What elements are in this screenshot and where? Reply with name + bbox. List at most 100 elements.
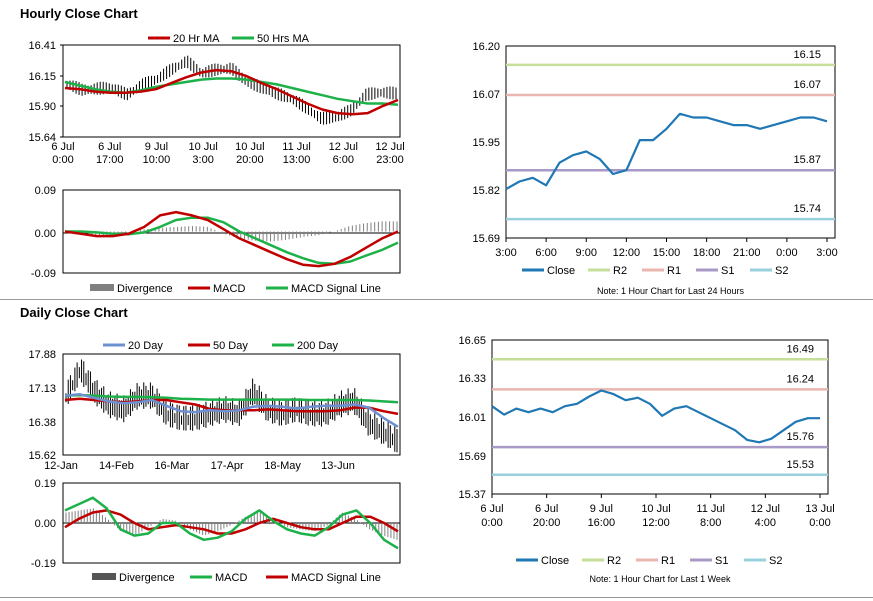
daily-price-x-tick: 12-Jan	[44, 460, 78, 472]
hourly-price-y-tick: 16.41	[28, 40, 56, 52]
daily-macd-y-tick: 0.19	[35, 478, 56, 490]
section-divider	[0, 299, 873, 300]
hourly-price-x-tick: 23:00	[376, 154, 404, 166]
hourly-close-y-tick: 15.82	[472, 185, 500, 197]
hourly-price-x-tick: 17:00	[96, 154, 124, 166]
legend-50-day-label: 50 Day	[213, 340, 248, 352]
daily-close-level-label: 15.53	[786, 459, 814, 471]
daily-price-y-tick: 17.88	[28, 349, 56, 361]
hourly-price-x-tick: 6:00	[333, 154, 354, 166]
hourly-legend-divergence-swatch	[90, 284, 114, 291]
hourly-price-x-tick: 10 Jul	[188, 141, 217, 153]
daily-close-close-line	[491, 389, 820, 444]
hourly-close-legend-close-label: Close	[547, 265, 575, 277]
hourly-macd-y-tick: 0.00	[35, 228, 56, 240]
hourly-price-x-tick: 12 Jul	[329, 141, 358, 153]
daily-close-y-tick: 16.65	[458, 335, 486, 347]
daily-close-legend-r1-label: R1	[661, 555, 675, 567]
daily-price-plot-frame	[62, 353, 401, 456]
daily-close-x-tick: 4:00	[755, 517, 776, 529]
daily-close-x-tick: 0:00	[809, 517, 830, 529]
hourly-close-x-tick: 3:00	[816, 247, 837, 259]
daily-close-x-tick: 16:00	[588, 517, 616, 529]
hourly-price-plot-frame	[62, 44, 401, 138]
hourly-20hr-ma-line	[64, 68, 399, 116]
daily-legend-divergence-label: Divergence	[119, 572, 175, 584]
hourly-close-x-tick: 3:00	[495, 247, 516, 259]
daily-close-y-tick: 16.33	[458, 373, 486, 385]
daily-price-x-tick: 17-Apr	[211, 460, 244, 472]
daily-close-y-tick: 15.37	[458, 489, 486, 501]
legend-50hrs-ma-label: 50 Hrs MA	[257, 33, 310, 45]
hourly-close-x-tick: 15:00	[653, 247, 681, 259]
daily-close-y-tick: 16.01	[458, 412, 486, 424]
legend-20-day-label: 20 Day	[128, 340, 163, 352]
daily-close-legend-s1-label: S1	[715, 555, 728, 567]
hourly-price-x-tick: 3:00	[192, 154, 213, 166]
hourly-price-y-tick: 15.64	[28, 132, 56, 144]
daily-close-level-label: 15.76	[786, 431, 814, 443]
daily-macd-y-tick: -0.19	[31, 558, 56, 570]
daily-legend-signal-label: MACD Signal Line	[291, 572, 381, 584]
daily-close-plot-frame	[491, 339, 829, 495]
hourly-price-x-tick: 10 Jul	[235, 141, 264, 153]
daily-200-day-line	[64, 393, 399, 404]
daily-close-x-tick: 11 Jul	[696, 503, 725, 515]
daily-legend-divergence-swatch	[92, 573, 116, 580]
daily-close-level-label: 16.24	[786, 373, 814, 385]
hourly-macd-y-tick: -0.09	[31, 268, 56, 280]
hourly-close-legend-r1-label: R1	[667, 265, 681, 277]
hourly-price-x-tick: 11 Jul	[282, 141, 311, 153]
daily-close-x-tick: 9 Jul	[590, 503, 613, 515]
daily-price-x-tick: 14-Feb	[99, 460, 134, 472]
hourly-price-x-tick: 6 Jul	[98, 141, 121, 153]
daily-close-x-tick: 8:00	[700, 517, 721, 529]
hourly-close-level-label: 15.87	[793, 154, 821, 166]
daily-close-legend-close-label: Close	[541, 555, 569, 567]
daily-close-level-label: 16.49	[786, 343, 814, 355]
daily-close-y-tick: 15.69	[458, 451, 486, 463]
hourly-close-note: Note: 1 Hour Chart for Last 24 Hours	[597, 286, 745, 296]
daily-close-x-tick: 0:00	[481, 517, 502, 529]
legend-20hr-ma-label: 20 Hr MA	[173, 33, 220, 45]
daily-macd-y-tick: 0.00	[35, 518, 56, 530]
daily-legend-macd-label: MACD	[215, 572, 247, 584]
hourly-legend-macd-label: MACD	[213, 283, 245, 295]
daily-close-legend-s2-label: S2	[769, 555, 782, 567]
daily-close-x-tick: 20:00	[533, 517, 561, 529]
legend-200-day-label: 200 Day	[297, 340, 338, 352]
hourly-close-level-label: 15.74	[793, 203, 821, 215]
daily-price-x-tick: 18-May	[264, 460, 301, 472]
hourly-section-title: Hourly Close Chart	[20, 6, 138, 21]
hourly-close-legend-s2-label: S2	[775, 265, 788, 277]
daily-close-x-tick: 6 Jul	[535, 503, 558, 515]
daily-price-y-tick: 15.62	[28, 450, 56, 462]
hourly-price-x-tick: 20:00	[236, 154, 264, 166]
daily-price-x-tick: 16-Mar	[154, 460, 189, 472]
daily-close-x-tick: 12:00	[642, 517, 670, 529]
hourly-close-x-tick: 0:00	[776, 247, 797, 259]
hourly-price-x-tick: 12 Jul	[375, 141, 404, 153]
hourly-close-x-tick: 9:00	[576, 247, 597, 259]
hourly-close-x-tick: 21:00	[733, 247, 761, 259]
hourly-close-x-tick: 12:00	[613, 247, 641, 259]
hourly-macd-line	[64, 210, 399, 268]
daily-price-x-tick: 13-Jun	[321, 460, 355, 472]
hourly-price-x-tick: 9 Jul	[145, 141, 168, 153]
daily-20-day-line	[64, 392, 399, 428]
daily-signal-line	[64, 509, 399, 535]
hourly-price-x-tick: 0:00	[52, 154, 73, 166]
hourly-price-x-tick: 13:00	[283, 154, 311, 166]
daily-close-x-tick: 6 Jul	[480, 503, 503, 515]
hourly-price-y-tick: 16.15	[28, 71, 56, 83]
hourly-close-y-tick: 16.20	[472, 41, 500, 53]
hourly-close-y-tick: 16.07	[472, 89, 500, 101]
hourly-macd-plot-frame	[62, 189, 401, 274]
daily-close-legend-r2-label: R2	[607, 555, 621, 567]
hourly-price-x-tick: 10:00	[143, 154, 171, 166]
hourly-price-y-tick: 15.90	[28, 101, 56, 113]
daily-close-x-tick: 13 Jul	[805, 503, 834, 515]
daily-price-y-tick: 17.13	[28, 383, 56, 395]
hourly-close-legend-s1-label: S1	[721, 265, 734, 277]
